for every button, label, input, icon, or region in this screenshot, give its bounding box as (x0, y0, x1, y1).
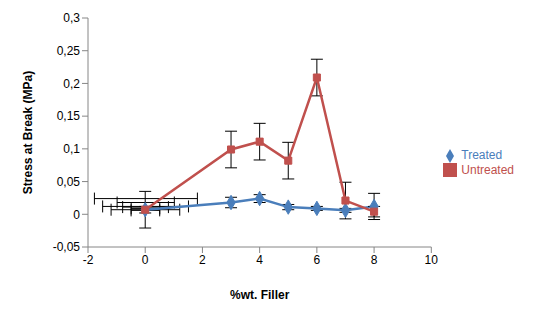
svg-text:2: 2 (199, 253, 206, 267)
svg-text:0,25: 0,25 (57, 44, 81, 58)
svg-text:8: 8 (371, 253, 378, 267)
svg-text:0,3: 0,3 (63, 11, 80, 25)
svg-text:0: 0 (73, 208, 80, 222)
html-text:Untreated: Untreated (461, 162, 514, 177)
html-text:Treated: Treated (461, 147, 503, 162)
svg-text:0,1: 0,1 (63, 142, 80, 156)
svg-text:-2: -2 (83, 253, 94, 267)
svg-text:10: 10 (425, 253, 439, 267)
svg-text:4: 4 (256, 253, 263, 267)
svg-text:-0,05: -0,05 (53, 240, 81, 254)
svg-text:%wt. Filler: %wt. Filler (230, 288, 290, 302)
svg-text:6: 6 (314, 253, 321, 267)
svg-text:0,15: 0,15 (57, 109, 81, 123)
svg-text:0,2: 0,2 (63, 77, 80, 91)
svg-text:0,05: 0,05 (57, 175, 81, 189)
svg-text:Stress at Break (MPa): Stress at Break (MPa) (21, 71, 35, 194)
svg-text:0: 0 (142, 253, 149, 267)
